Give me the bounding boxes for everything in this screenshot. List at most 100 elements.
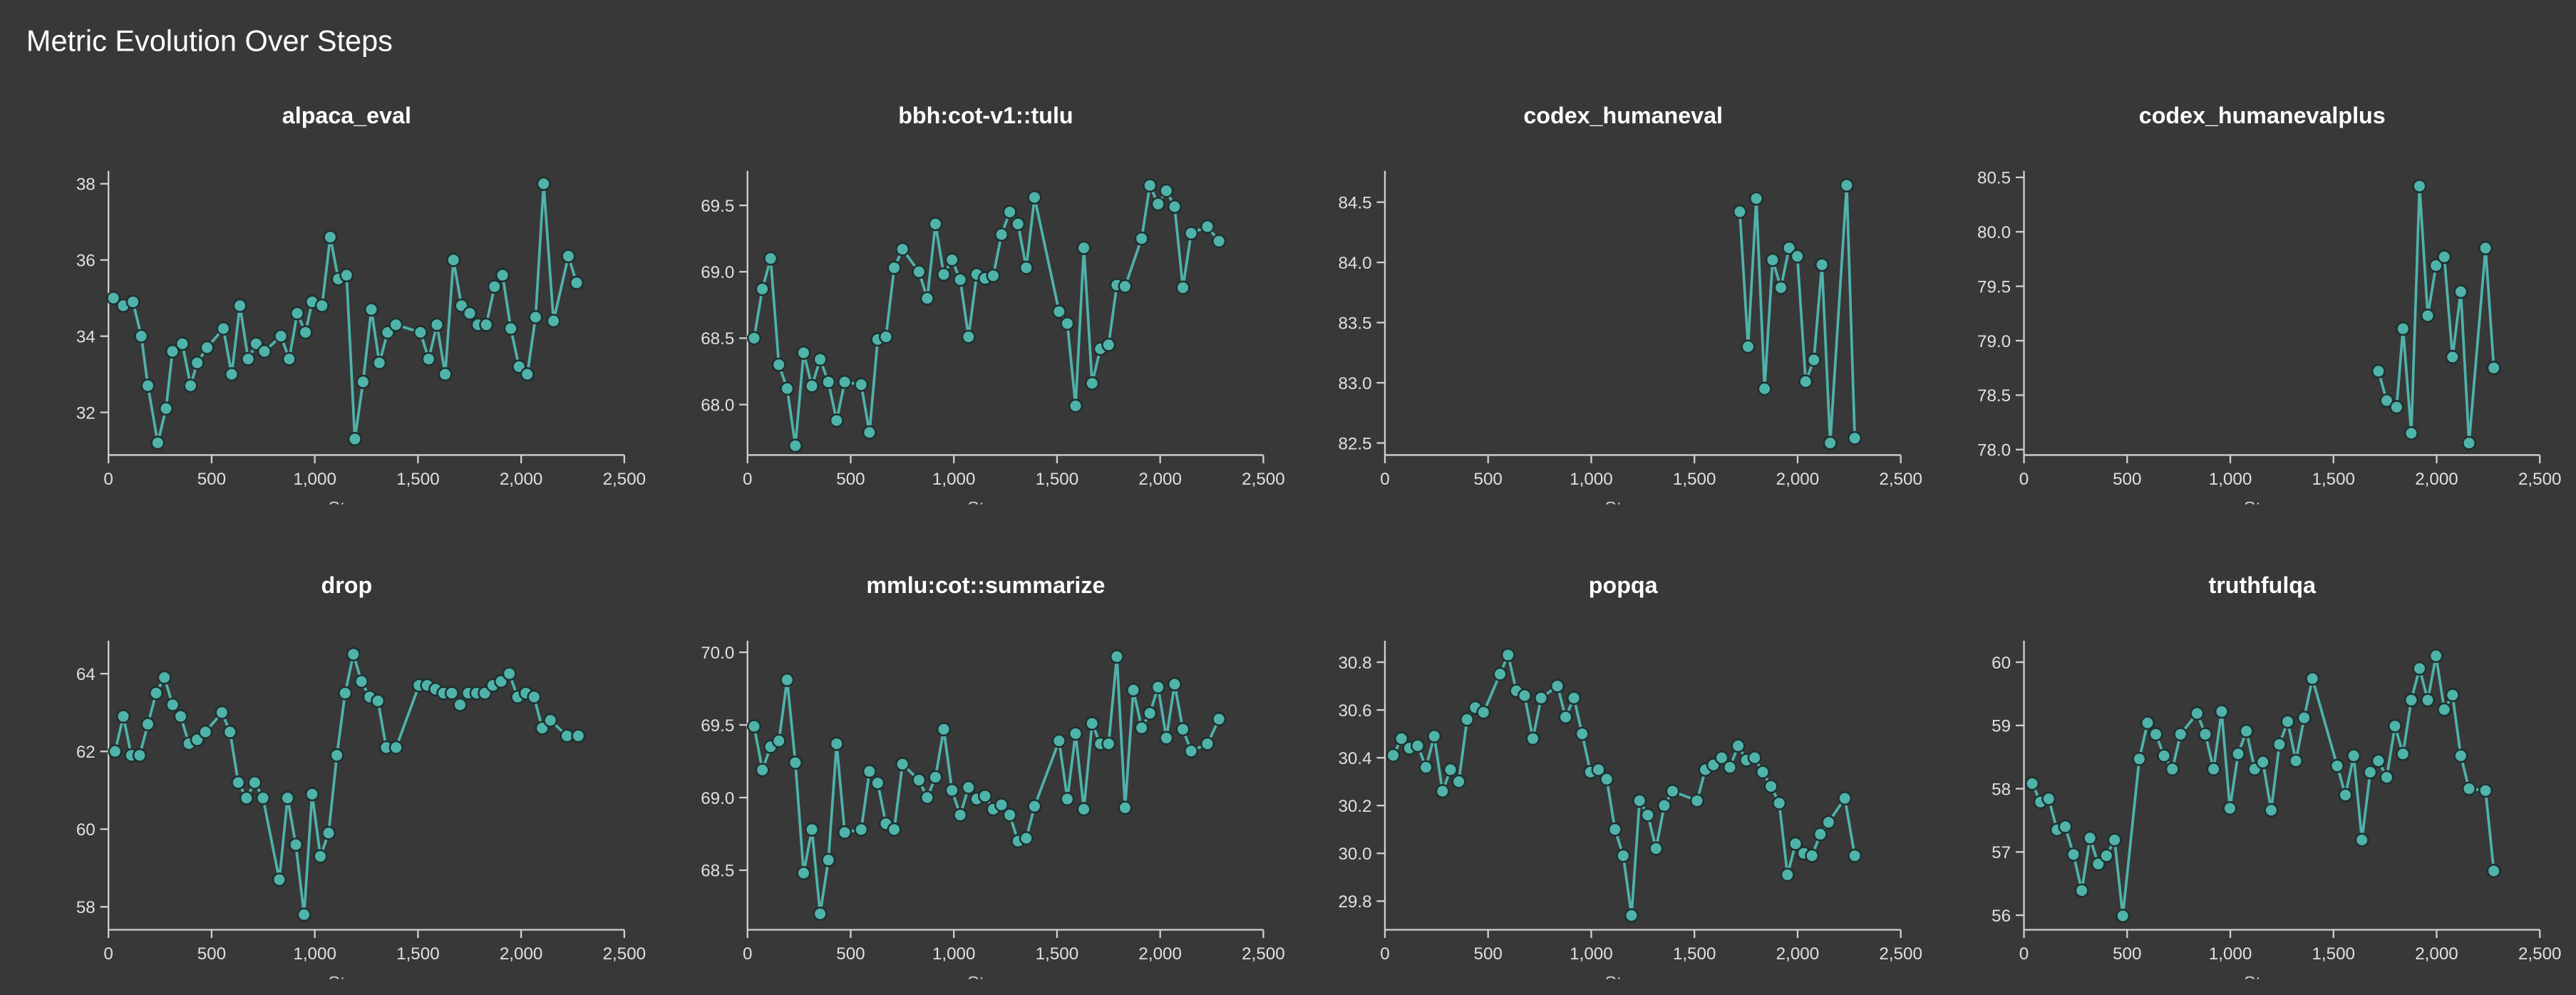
x-tick-label: 1,500 <box>396 944 440 964</box>
data-point <box>2412 661 2427 676</box>
x-tick-label: 0 <box>743 944 752 964</box>
data-point <box>2173 727 2188 742</box>
x-axis-label: Step <box>328 498 365 518</box>
data-point <box>329 748 344 763</box>
data-point <box>1109 649 1124 664</box>
x-tick-label: 2,500 <box>1242 944 1285 964</box>
x-axis-label: Step <box>2244 498 2281 518</box>
data-point <box>862 764 877 779</box>
data-point <box>994 798 1009 813</box>
data-point <box>2486 361 2501 376</box>
x-axis-label: Step <box>2244 973 2281 993</box>
data-point <box>1657 798 1671 813</box>
data-point <box>1175 280 1190 295</box>
data-point <box>140 378 155 393</box>
data-point <box>1525 731 1540 746</box>
data-point <box>1200 736 1215 751</box>
x-tick-label: 1,000 <box>293 470 336 489</box>
data-point <box>280 790 295 805</box>
panel-title: codex_humaneval <box>1523 103 1723 128</box>
data-point <box>503 321 518 336</box>
data-point <box>1184 743 1199 758</box>
data-point <box>297 907 311 922</box>
x-tick-label: 500 <box>2113 470 2141 489</box>
panel: codex_humaneval 82.5 83.0 83.5 84.0 84.5 0 500 1… <box>1338 103 1922 505</box>
data-point <box>1550 679 1565 694</box>
x-tick-label: 1,500 <box>1036 470 1079 489</box>
series-line <box>2377 185 2495 443</box>
data-point <box>1118 800 1133 815</box>
data-point <box>1790 249 1805 264</box>
data-point <box>821 374 836 389</box>
x-tick-label: 1,500 <box>2312 470 2355 489</box>
data-point <box>2116 908 2131 923</box>
data-point <box>796 345 811 360</box>
data-point <box>198 724 213 740</box>
data-point <box>1435 784 1450 799</box>
data-point <box>1747 751 1762 765</box>
x-tick-label: 2,000 <box>500 470 543 489</box>
y-tick-label: 68.0 <box>701 396 734 415</box>
data-point <box>421 351 436 366</box>
data-point <box>487 279 502 294</box>
data-point <box>200 340 215 355</box>
data-point <box>2453 748 2468 763</box>
data-point <box>912 264 927 279</box>
data-point <box>895 757 910 772</box>
data-point <box>1821 815 1836 830</box>
data-point <box>961 780 976 795</box>
panel-title: truthfulqa <box>2208 572 2317 598</box>
data-point <box>1451 774 1466 789</box>
data-point <box>372 356 387 371</box>
data-point <box>140 717 155 732</box>
data-point <box>1741 339 1756 354</box>
data-point <box>1624 908 1639 923</box>
data-point <box>2289 753 2304 768</box>
data-point <box>132 748 147 763</box>
data-point <box>977 788 992 803</box>
data-point <box>444 686 459 701</box>
y-tick-label: 68.5 <box>701 329 734 349</box>
data-point <box>150 435 165 450</box>
data-point <box>1143 706 1158 721</box>
data-point <box>165 344 180 359</box>
data-point <box>2346 748 2361 763</box>
x-tick-label: 0 <box>1380 470 1389 489</box>
x-tick-label: 2,000 <box>1138 944 1182 964</box>
data-point <box>347 431 362 446</box>
data-point <box>1386 748 1401 763</box>
data-point <box>919 291 934 306</box>
data-point <box>805 378 820 393</box>
data-point <box>2445 349 2460 364</box>
data-point <box>805 822 820 837</box>
y-tick-label: 60 <box>76 820 96 840</box>
data-point <box>1558 710 1573 725</box>
data-point <box>165 697 180 712</box>
panel-title: bbh:cot-v1::tulu <box>898 103 1073 128</box>
y-tick-label: 60 <box>1992 654 2011 673</box>
data-point <box>1101 337 1116 352</box>
data-point <box>780 672 795 687</box>
y-tick-label: 58 <box>1992 780 2011 799</box>
x-tick-label: 2,500 <box>603 470 646 489</box>
data-point <box>2404 693 2418 708</box>
data-point <box>1640 808 1655 823</box>
page-title: Metric Evolution Over Steps <box>26 24 393 57</box>
y-tick-label: 30.8 <box>1338 654 1371 673</box>
data-point <box>257 344 272 359</box>
y-tick-label: 69.0 <box>701 263 734 282</box>
x-tick-label: 2,000 <box>1776 470 1820 489</box>
data-point <box>1011 217 1026 232</box>
y-tick-label: 83.5 <box>1338 314 1371 333</box>
data-point <box>1019 260 1034 275</box>
data-point <box>2428 258 2443 273</box>
data-point <box>1443 762 1458 777</box>
data-point <box>339 268 354 283</box>
x-tick-label: 2,500 <box>1879 470 1922 489</box>
x-tick-label: 1,000 <box>293 944 336 964</box>
x-tick-label: 2,500 <box>1879 944 1922 964</box>
data-point <box>2280 714 2295 729</box>
data-point <box>1616 848 1631 863</box>
data-point <box>1517 688 1532 703</box>
